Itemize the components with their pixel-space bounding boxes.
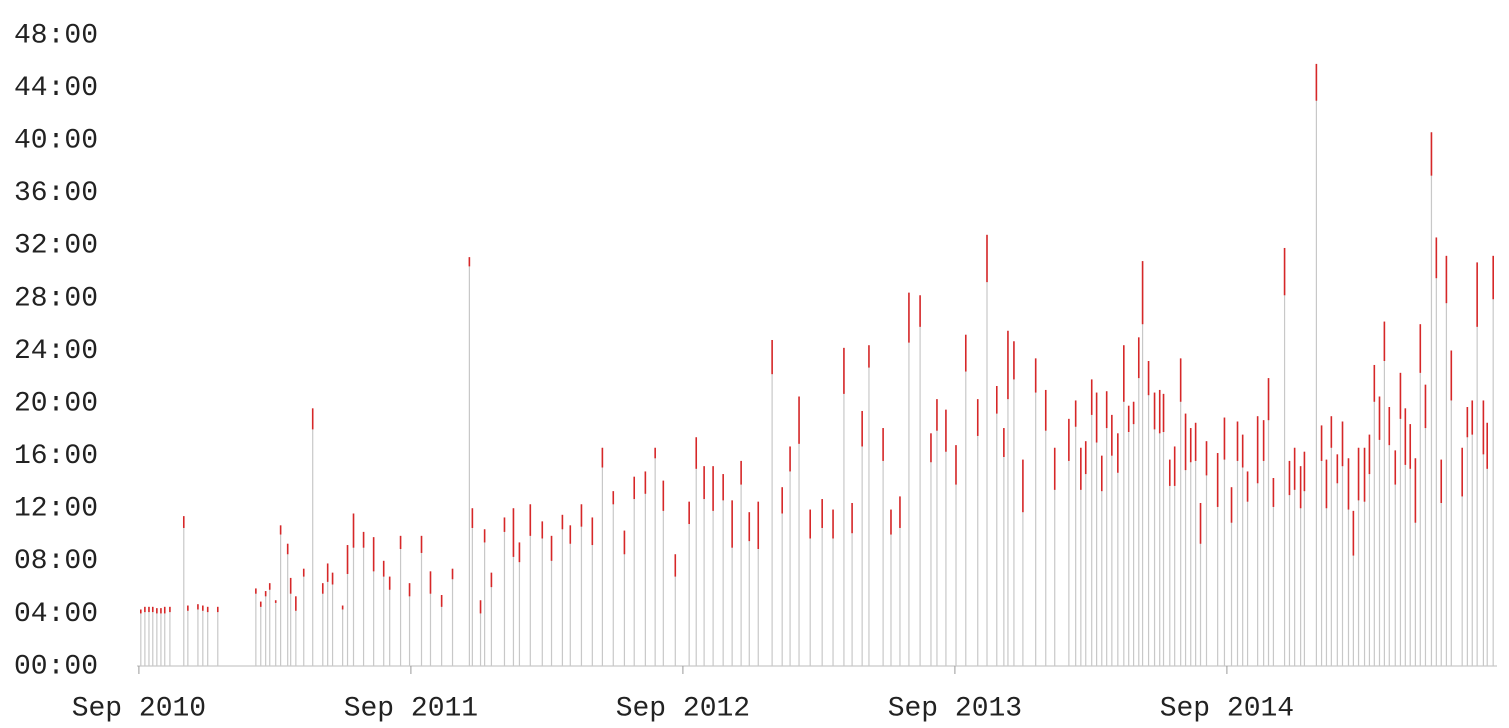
x-tick-label: Sep 2010 — [72, 693, 206, 724]
y-tick-label: 28:00 — [14, 283, 98, 314]
y-tick-label: 12:00 — [14, 494, 98, 525]
y-tick-label: 08:00 — [14, 546, 98, 577]
y-tick-label: 20:00 — [14, 388, 98, 419]
x-tick-label: Sep 2012 — [616, 693, 750, 724]
y-tick-label: 32:00 — [14, 231, 98, 262]
x-tick-label: Sep 2013 — [888, 693, 1022, 724]
x-tick-label: Sep 2011 — [344, 693, 478, 724]
y-tick-label: 36:00 — [14, 178, 98, 209]
y-tick-label: 04:00 — [14, 599, 98, 630]
y-tick-label: 40:00 — [14, 126, 98, 157]
y-tick-label: 44:00 — [14, 73, 98, 104]
y-tick-label: 16:00 — [14, 441, 98, 472]
x-tick-label: Sep 2014 — [1160, 693, 1294, 724]
y-tick-label: 24:00 — [14, 336, 98, 367]
y-tick-label: 00:00 — [14, 651, 98, 682]
y-tick-label: 48:00 — [14, 20, 98, 51]
